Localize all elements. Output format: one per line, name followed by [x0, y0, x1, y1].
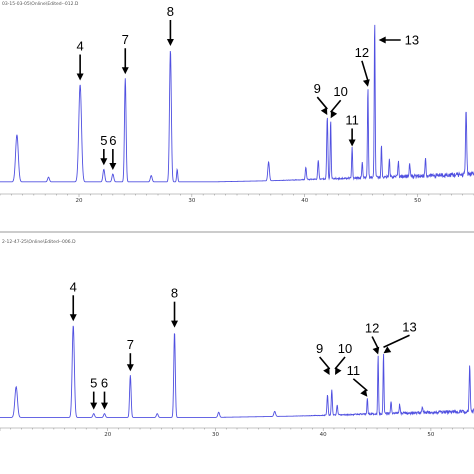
peak-arrowhead [90, 402, 98, 410]
peak-arrow [334, 356, 346, 370]
peak-arrowhead [378, 36, 386, 44]
x-tick-label: 30 [212, 432, 219, 438]
peak-label: 10 [333, 84, 347, 99]
peak-label: 9 [316, 341, 323, 356]
peak-label: 7 [127, 337, 134, 352]
panel-1-header: 03-15-03-05\Online\Edited--012.D [2, 1, 79, 7]
peak-arrowhead [109, 163, 117, 171]
panel-1-peak-labels: 4 5 6 7 8 9 10 11 12 13 [76, 4, 419, 171]
peak-label: 12 [355, 45, 369, 60]
peak-label: 4 [77, 39, 84, 54]
peak-label: 13 [402, 319, 416, 334]
peak-label: 8 [171, 286, 178, 301]
peak-arrowhead [166, 38, 174, 46]
peak-arrowhead [360, 389, 368, 397]
peak-arrowhead [383, 346, 392, 354]
peak-arrow [352, 378, 368, 392]
peak-arrow [319, 356, 331, 370]
peak-label: 12 [365, 321, 379, 336]
peak-arrow [361, 60, 369, 82]
peak-label: 10 [338, 341, 352, 356]
x-tick-label: 40 [320, 432, 327, 438]
peak-arrow [330, 99, 342, 113]
peak-arrowhead [171, 320, 179, 328]
peak-arrowhead [69, 314, 77, 322]
x-tick-label: 30 [188, 198, 195, 204]
panel-2-peak-labels: 4 5 6 7 8 9 10 11 12 13 [69, 279, 417, 410]
peak-arrow [383, 334, 410, 349]
panel-2-trace [0, 325, 474, 418]
peak-label: 11 [345, 112, 359, 127]
peak-arrowhead [121, 67, 129, 75]
peak-arrow [316, 96, 328, 110]
peak-arrowhead [372, 346, 380, 355]
x-tick-label: 20 [76, 198, 83, 204]
x-tick-label: 50 [427, 432, 434, 438]
peak-label: 7 [122, 32, 129, 47]
x-tick-label: 40 [301, 198, 308, 204]
x-tick-label: 20 [104, 432, 111, 438]
peak-arrowhead [323, 367, 330, 376]
peak-label: 9 [314, 81, 321, 96]
x-tick-label: 50 [414, 198, 421, 204]
peak-arrowhead [320, 107, 328, 116]
panel-2-header: 2-12-47-25\Online\Edited--006.D [2, 239, 76, 245]
peak-arrowhead [100, 402, 108, 410]
panel-2: 2-12-47-25\Online\Edited--006.D 20 30 40 50… [0, 239, 474, 438]
peak-arrow [371, 336, 379, 349]
peak-arrowhead [335, 367, 342, 376]
peak-arrowhead [348, 139, 356, 147]
peak-label: 5 [90, 376, 97, 391]
peak-arrowhead [362, 79, 370, 87]
peak-label: 11 [347, 363, 361, 378]
panel-1-ticks: 20 30 40 50 [0, 194, 474, 204]
peak-arrowhead [126, 364, 134, 372]
peak-arrowhead [330, 110, 338, 119]
peak-arrowhead [76, 73, 84, 81]
peak-arrowhead [100, 158, 108, 166]
panel-2-ticks: 20 30 40 50 [0, 428, 474, 438]
peak-label: 6 [109, 133, 116, 148]
panel-1-trace [0, 24, 474, 183]
peak-label: 6 [101, 376, 108, 391]
peak-label: 8 [167, 4, 174, 19]
peak-label: 13 [405, 33, 419, 48]
peak-label: 4 [70, 279, 77, 294]
peak-label: 5 [100, 133, 107, 148]
panel-1: 03-15-03-05\Online\Edited--012.D 20 30 40 5… [0, 1, 474, 204]
